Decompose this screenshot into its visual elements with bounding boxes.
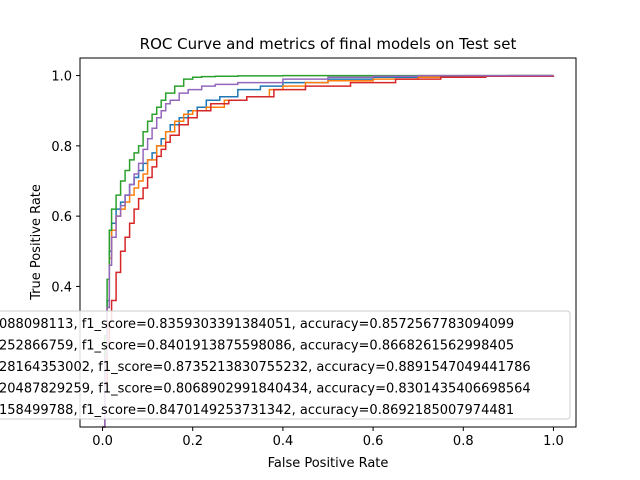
legend-box [0,310,571,420]
x-axis-ticks: 0.0 0.2 0.4 0.6 0.8 1.0 [92,427,564,449]
x-tick-label: 0.0 [92,434,113,449]
series-line-4 [102,75,555,428]
x-tick-label: 0.4 [273,434,294,449]
series-line-5 [102,74,554,428]
x-tick-label: 0.2 [182,434,203,449]
legend-entry-1: 088098113, f1_score=0.8359303391384051, … [0,317,514,332]
x-tick-label: 0.8 [453,434,474,449]
x-axis-label: False Positive Rate [268,456,389,471]
chart-title: ROC Curve and metrics of final models on… [140,35,517,53]
y-axis-ticks: 0.4 0.6 0.8 1.0 [51,70,80,295]
legend: 088098113, f1_score=0.8359303391384051, … [0,310,571,420]
plot-lines [102,74,555,428]
x-tick-label: 0.6 [363,434,384,449]
y-tick-label: 0.4 [51,280,72,295]
plot-frame [79,57,577,428]
x-tick-label: 1.0 [543,434,564,449]
y-tick-label: 0.8 [51,140,72,155]
legend-entry-5: 158499788, f1_score=0.8470149253731342, … [0,403,514,418]
legend-entry-2: 252866759, f1_score=0.8401913875598086, … [0,339,514,354]
legend-entry-3: 28164353002, f1_score=0.8735213830755232… [0,360,531,375]
legend-entry-4: 20487829259, f1_score=0.8068902991840434… [0,382,531,397]
y-axis-label: True Positive Rate [29,184,44,301]
y-tick-label: 0.6 [51,210,72,225]
y-tick-label: 1.0 [51,70,72,85]
series-line-3 [102,74,554,428]
